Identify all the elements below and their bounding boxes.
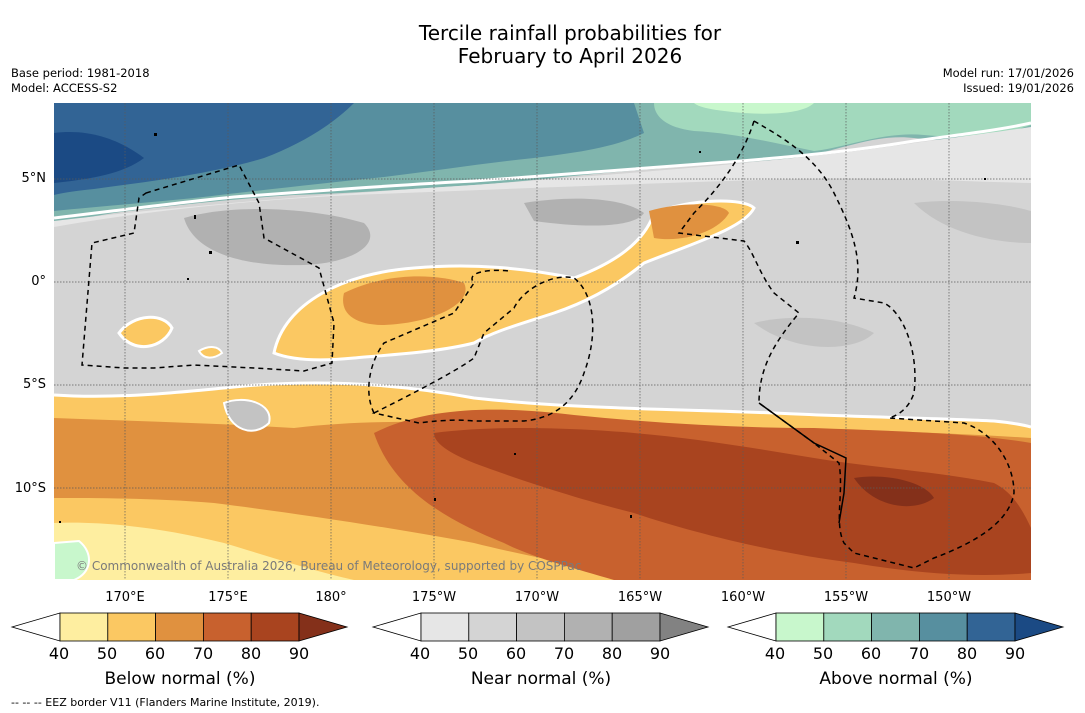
above-normal-60-region xyxy=(654,103,1031,151)
colorbar-below-title: Below normal (%) xyxy=(104,669,256,689)
below-colorbar-max-extend xyxy=(298,612,349,642)
below-colorbar-segment xyxy=(107,612,157,642)
below-colorbar-segment xyxy=(59,612,109,642)
lon-label-180: 180° xyxy=(315,590,347,605)
below-tick-50: 50 xyxy=(96,644,118,663)
below-tick-40: 40 xyxy=(48,644,70,663)
above-colorbar-min-extend xyxy=(726,612,777,642)
near-colorbar-segment xyxy=(564,612,613,642)
lon-label-165w: 165°W xyxy=(617,590,663,605)
below-tick-80: 80 xyxy=(240,644,262,663)
below-normal-80-region xyxy=(434,428,1031,575)
below-tick-60: 60 xyxy=(144,644,166,663)
above-tick-90: 90 xyxy=(1004,644,1026,663)
above-colorbar-segment xyxy=(966,612,1016,642)
map-panel: © Commonwealth of Australia 2026, Bureau… xyxy=(54,103,1031,580)
near-normal-70-patch xyxy=(184,208,371,266)
near-colorbar-segment xyxy=(420,612,470,642)
colorbar-above xyxy=(726,612,1065,642)
issued-date: Issued: 19/01/2026 xyxy=(963,81,1074,95)
base-period: Base period: 1981-2018 xyxy=(11,66,150,80)
colorbar-above-title: Above normal (%) xyxy=(819,669,973,689)
copyright-text: © Commonwealth of Australia 2026, Bureau… xyxy=(76,559,581,573)
lat-label-0: 0° xyxy=(31,274,46,289)
eez-borders xyxy=(81,120,1015,569)
near-tick-50: 50 xyxy=(457,644,479,663)
above-colorbar-segment xyxy=(871,612,920,642)
above-tick-50: 50 xyxy=(812,644,834,663)
near-colorbar-max-extend xyxy=(659,612,710,642)
below-normal-small-patch xyxy=(117,315,174,349)
below-colorbar-segment xyxy=(202,612,252,642)
below-colorbar-segment xyxy=(155,612,204,642)
below-normal-60-patch xyxy=(649,204,729,240)
near-colorbar-segment xyxy=(611,612,661,642)
above-tick-40: 40 xyxy=(764,644,786,663)
above-tick-80: 80 xyxy=(956,644,978,663)
near-normal-patch-south xyxy=(222,398,271,432)
colorbar-near xyxy=(371,612,710,642)
near-colorbar-segment xyxy=(516,612,565,642)
above-colorbar-segment xyxy=(919,612,968,642)
lon-label-150w: 150°W xyxy=(926,590,972,605)
map-gridlines xyxy=(54,103,1031,580)
near-normal-60-patch xyxy=(754,317,874,347)
title-line-2: February to April 2026 xyxy=(457,44,683,68)
near-tick-90: 90 xyxy=(649,644,671,663)
meta-right: Model run: 17/01/2026 Issued: 19/01/2026 xyxy=(943,66,1074,96)
lon-label-170e: 170°E xyxy=(105,590,145,605)
above-normal-90-region xyxy=(54,132,144,183)
lat-label-5n: 5°N xyxy=(21,171,47,186)
above-tick-60: 60 xyxy=(860,644,882,663)
near-normal-40-band xyxy=(54,127,1031,227)
near-normal-70-patch xyxy=(524,198,644,226)
lon-label-170w: 170°W xyxy=(514,590,560,605)
near-colorbar-min-extend xyxy=(371,612,422,642)
below-normal-60-patch xyxy=(343,276,466,325)
above-normal-50-region xyxy=(694,103,814,114)
near-normal-60-patch xyxy=(914,200,1031,243)
eez-solid-segment xyxy=(758,402,847,524)
near-tick-40: 40 xyxy=(409,644,431,663)
lon-label-155w: 155°W xyxy=(823,590,869,605)
below-normal-40-region xyxy=(54,522,354,580)
island-markers xyxy=(59,133,986,523)
near-tick-70: 70 xyxy=(553,644,575,663)
colorbar-below xyxy=(10,612,349,642)
above-normal-contour xyxy=(54,121,1031,220)
meta-left: Base period: 1981-2018 Model: ACCESS-S2 xyxy=(11,66,150,96)
below-tick-70: 70 xyxy=(192,644,214,663)
lon-label-160w: 160°W xyxy=(720,590,766,605)
eez-footnote: -- -- -- EEZ border V11 (Flanders Marine… xyxy=(11,696,320,709)
lat-label-5s: 5°S xyxy=(22,377,46,392)
below-normal-90-patch xyxy=(854,476,934,507)
near-tick-60: 60 xyxy=(505,644,527,663)
lat-label-10s: 10°S xyxy=(14,481,46,496)
title-line-1: Tercile rainfall probabilities for xyxy=(418,21,722,45)
below-colorbar-min-extend xyxy=(10,612,61,642)
above-colorbar-segment xyxy=(823,612,872,642)
above-colorbar-max-extend xyxy=(1014,612,1065,642)
model-name: Model: ACCESS-S2 xyxy=(11,81,118,95)
lon-label-175e: 175°E xyxy=(208,590,248,605)
map-title: Tercile rainfall probabilities for Febru… xyxy=(0,22,1085,68)
near-colorbar-segment xyxy=(468,612,517,642)
colorbars xyxy=(10,612,1065,642)
below-colorbar-segment xyxy=(250,612,300,642)
near-tick-80: 80 xyxy=(601,644,623,663)
above-normal-patch-south xyxy=(54,539,90,580)
below-normal-contour xyxy=(54,381,1031,429)
lon-label-175w: 175°W xyxy=(411,590,457,605)
model-run: Model run: 17/01/2026 xyxy=(942,66,1074,80)
above-colorbar-segment xyxy=(775,612,825,642)
colorbar-near-title: Near normal (%) xyxy=(470,669,612,689)
above-tick-70: 70 xyxy=(908,644,930,663)
above-normal-80-region xyxy=(54,103,354,195)
below-tick-90: 90 xyxy=(288,644,310,663)
below-normal-small-patch xyxy=(197,346,224,359)
